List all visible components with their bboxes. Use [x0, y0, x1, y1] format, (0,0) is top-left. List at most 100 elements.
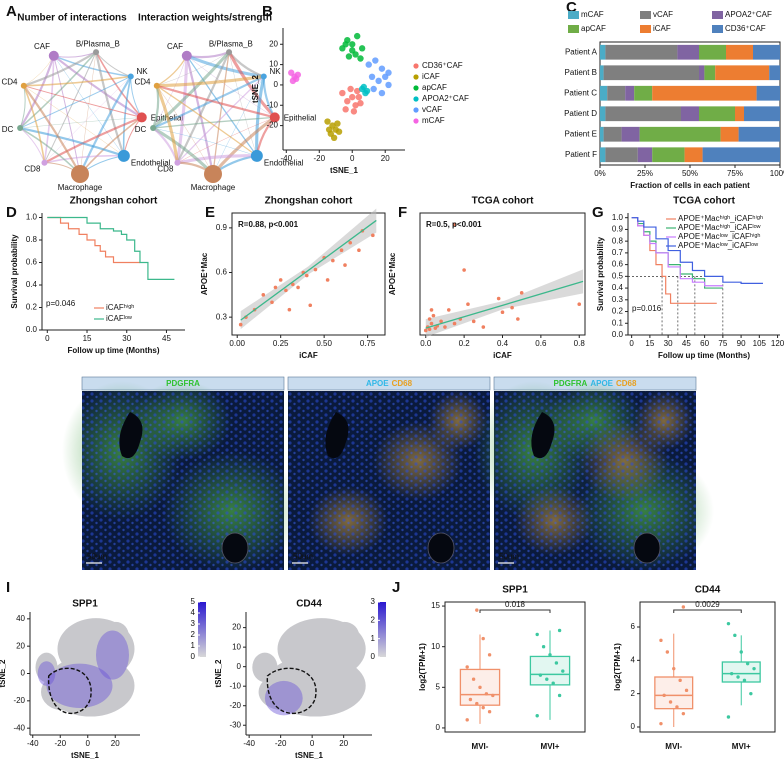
- panel-label: C: [566, 0, 577, 16]
- y-tick-label: 0: [21, 669, 26, 678]
- plot-frame: [639, 601, 776, 733]
- data-point: [465, 718, 469, 722]
- p-value: 0.0029: [695, 600, 720, 609]
- legend-label: APOE⁺Macʰⁱᵍʰ_iCAFˡᵒʷ: [678, 223, 761, 232]
- y-axis-label: APOE⁺Mac: [388, 252, 397, 295]
- bar-segment: [652, 85, 757, 101]
- network-edge: [23, 85, 124, 157]
- data-point: [668, 700, 673, 704]
- data-point: [491, 693, 495, 698]
- data-point: [745, 661, 750, 666]
- scatter-point: [452, 222, 457, 227]
- bar-segment: [677, 44, 699, 60]
- scatter-point: [427, 317, 432, 321]
- scatter-point: [296, 285, 300, 290]
- y-tick-label: 0.8: [612, 236, 624, 245]
- y-tick-label: -30: [229, 720, 241, 729]
- scatter-point: [439, 319, 443, 324]
- data-point: [471, 677, 476, 681]
- legend-label: CD36⁺CAF: [725, 24, 766, 33]
- tsne-point: [355, 93, 363, 101]
- scatter-point: [519, 291, 524, 295]
- y-tick-label: 0.0: [612, 330, 624, 339]
- scatter-point: [331, 258, 335, 263]
- scatter-point: [431, 313, 436, 318]
- y-tick-label: 0: [274, 80, 279, 89]
- y-tick-label: 0.2: [26, 303, 38, 312]
- legend-marker: [413, 74, 419, 80]
- data-point: [551, 681, 555, 685]
- data-point: [475, 608, 479, 612]
- chart-title: Zhongshan cohort: [265, 196, 353, 207]
- data-point: [487, 653, 492, 657]
- network-edge: [53, 55, 131, 78]
- data-point: [681, 711, 686, 716]
- tsne-point: [375, 77, 382, 85]
- p-bracket: [673, 609, 742, 613]
- y-tick-label: -10: [229, 681, 241, 690]
- x-tick-label: 0: [350, 154, 355, 163]
- network-node: [174, 159, 181, 166]
- bar-segment: [605, 44, 678, 60]
- annotation: R=0.5, p<0.001: [426, 220, 482, 229]
- legend-label: CD36⁺CAF: [422, 61, 463, 70]
- x-tick-label: 105: [753, 339, 767, 348]
- y-tick-label: -20: [266, 121, 278, 130]
- x-tick-label: 0: [629, 339, 634, 348]
- y-tick-label: 10: [269, 60, 278, 69]
- legend-label: iCAFʰⁱᵍʰ: [106, 303, 134, 312]
- y-axis-label: tSNE_2: [0, 659, 7, 688]
- data-point: [487, 709, 492, 714]
- network-edge: [152, 51, 231, 130]
- lumen: [427, 532, 455, 564]
- network-title: Number of interactions: [17, 13, 127, 24]
- cluster-outline: [47, 667, 92, 715]
- panel-label: A: [6, 3, 17, 20]
- image-title: APOE CD68: [366, 379, 413, 388]
- tsne-point: [352, 102, 359, 109]
- data-point: [554, 661, 559, 665]
- network-edge: [23, 75, 131, 87]
- scatter-point: [371, 233, 375, 238]
- panel-label: G: [592, 204, 604, 221]
- bar-segment: [681, 106, 699, 122]
- network-edge: [44, 154, 124, 164]
- nuclei: [288, 391, 490, 570]
- scatter-point: [339, 248, 344, 252]
- bar-segment: [607, 85, 626, 101]
- tsne-point: [353, 32, 361, 40]
- bar-segment: [769, 65, 780, 81]
- bar-segment: [600, 44, 606, 60]
- tsne-point: [378, 89, 386, 97]
- stain-label: CD68: [392, 379, 413, 388]
- data-point: [726, 715, 731, 719]
- x-axis-label: tSNE_1: [330, 166, 359, 175]
- y-tick-label: 20: [232, 623, 241, 632]
- data-point: [481, 636, 485, 641]
- category-label: MVI-: [665, 742, 682, 751]
- bar-segment: [715, 65, 770, 81]
- network-edge: [19, 55, 55, 129]
- node-label: DC: [2, 125, 14, 134]
- cell-cloud: [252, 652, 278, 683]
- tsne-point: [349, 47, 356, 54]
- x-tick-label: -20: [54, 739, 66, 748]
- network-edge: [53, 54, 143, 119]
- network-edge: [43, 51, 97, 164]
- network-edge: [23, 85, 46, 163]
- node-label: NK: [270, 67, 282, 76]
- bar-segment: [726, 44, 753, 60]
- scatter-point: [466, 302, 470, 307]
- lumen: [325, 412, 349, 459]
- colorbar-label: 1: [371, 634, 376, 643]
- category-label: Patient F: [565, 150, 597, 159]
- x-tick-label: 0%: [594, 169, 606, 178]
- y-axis-label: Survival probability: [596, 236, 605, 311]
- data-point: [541, 644, 546, 649]
- node-label: CD8: [157, 164, 174, 173]
- tsne-point: [324, 118, 331, 125]
- data-point: [665, 650, 670, 654]
- node-label: NK: [137, 67, 149, 76]
- scatter-point: [446, 308, 451, 312]
- network-edge: [19, 127, 45, 163]
